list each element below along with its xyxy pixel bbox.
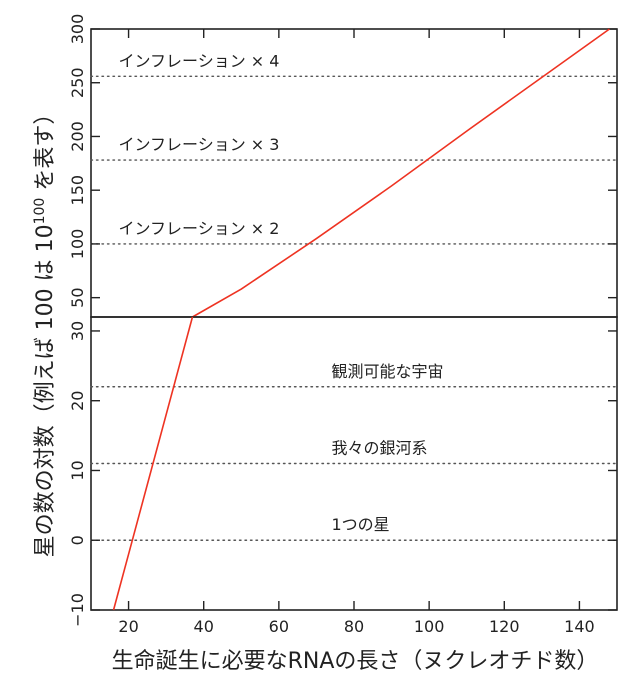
series-line [192,28,610,318]
y-tick-label: 0 [68,535,87,545]
x-tick-label: 80 [344,617,364,636]
x-tick-label: 40 [194,617,214,636]
y-tick-label: 250 [68,67,87,98]
reference-label: インフレーション × 2 [119,219,280,238]
x-axis-title: 生命誕生に必要なRNAの長さ（ヌクレオチド数） [112,649,599,674]
y-axis-title-part-1: 星の数の対数（例えば 100 は 10 [33,224,58,557]
x-tick-label: 100 [414,617,445,636]
x-tick-label: 140 [564,617,595,636]
y-axis-title-part-2: を表す） [33,103,58,198]
x-tick-label: 60 [269,617,289,636]
y-tick-label: 10 [68,460,87,480]
x-tick-label: 20 [118,617,138,636]
y-axis-title-exponent: 100 [32,198,48,225]
reference-label: インフレーション × 4 [119,51,280,70]
y-tick-label: −10 [68,593,87,627]
y-tick-label: 200 [68,121,87,152]
y-tick-label: 300 [68,14,87,45]
y-tick-label: 100 [68,229,87,260]
y-tick-label: 20 [68,391,87,411]
y-tick-label: 150 [68,175,87,206]
plot-area: インフレーション × 2 インフレーション × 3 インフレーション × 4 50 10… [68,14,618,636]
y-tick-label: 50 [68,287,87,307]
reference-label: インフレーション × 3 [119,135,280,154]
reference-label: 我々の銀河系 [331,439,427,458]
y-axis-title: 星の数の対数（例えば 100 は 10100 を表す） [32,103,58,558]
series-line [112,316,194,611]
y-tick-label: 30 [68,321,87,341]
upper-panel-frame [90,28,618,318]
x-tick-label: 120 [489,617,520,636]
reference-label: 1つの星 [331,515,389,534]
reference-label: 観測可能な宇宙 [331,362,443,381]
